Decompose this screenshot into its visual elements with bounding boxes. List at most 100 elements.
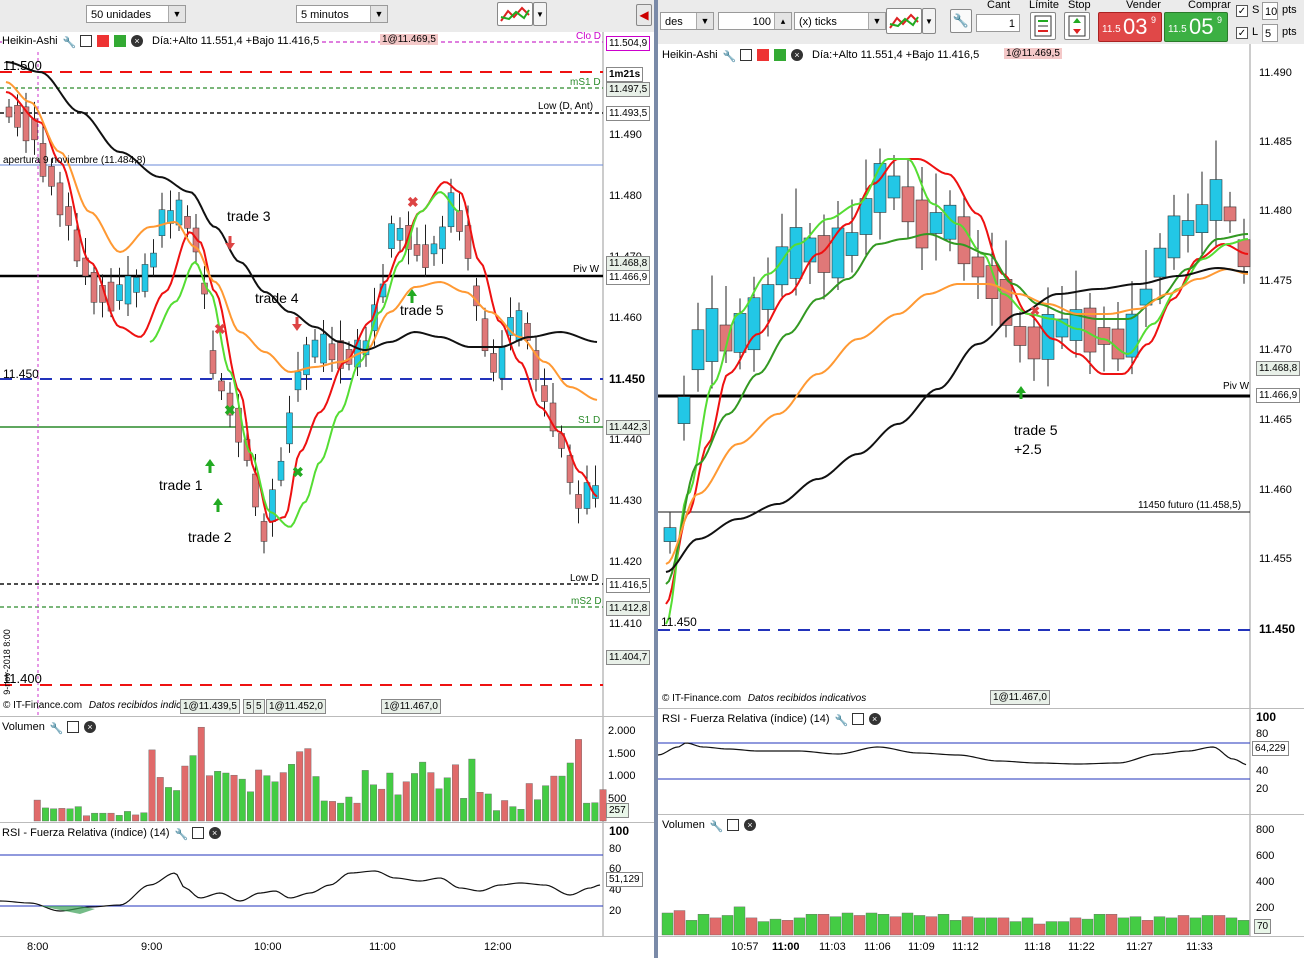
flag-icon[interactable] bbox=[756, 49, 769, 62]
volume-bar bbox=[542, 785, 550, 822]
price-tick: 11.485 bbox=[1259, 136, 1292, 148]
left-toolbar: 50 unidades ▼ 5 minutos ▼ ▼ ◀ bbox=[0, 0, 654, 33]
left-price-chart[interactable]: ✖ ✖ ✖ ✖ bbox=[0, 32, 654, 716]
volume-bar bbox=[361, 770, 369, 822]
maximize-icon[interactable] bbox=[726, 819, 739, 832]
right-volume-panel[interactable]: Volumen 🔧 × 800 600 400 200 70 bbox=[658, 814, 1304, 937]
maximize-icon[interactable] bbox=[66, 721, 79, 734]
maximize-icon[interactable] bbox=[191, 827, 204, 840]
wrench-icon[interactable]: 🔧 bbox=[722, 49, 737, 64]
spinner-icon[interactable]: ▴ bbox=[774, 13, 791, 29]
left-main-chart[interactable]: ✖ ✖ ✖ ✖ Heikin-Ashi 🔧 × Día:+Alto 11.551,4 … bbox=[0, 32, 654, 716]
close-icon[interactable]: × bbox=[744, 819, 756, 832]
chevron-down-icon[interactable]: ▼ bbox=[868, 13, 885, 29]
chevron-down-icon[interactable]: ▼ bbox=[168, 6, 185, 22]
chevron-down-icon[interactable]: ▼ bbox=[370, 6, 387, 22]
s-input[interactable]: 10 bbox=[1262, 2, 1278, 20]
order-tag[interactable]: 1@11.439,5 bbox=[180, 699, 240, 714]
trade-5-label: trade 5 bbox=[400, 302, 444, 318]
close-icon[interactable]: × bbox=[208, 827, 221, 840]
vender-label: Vender bbox=[1126, 0, 1161, 11]
ticks-input[interactable]: 100 ▴ bbox=[718, 12, 792, 30]
rsi-chart bbox=[0, 823, 604, 937]
volume-bar bbox=[263, 775, 271, 822]
order-tag[interactable]: 1@11.467,0 bbox=[990, 690, 1050, 705]
quantity-select[interactable]: des ▼ bbox=[660, 12, 714, 30]
l-checkbox[interactable]: ✓ bbox=[1236, 27, 1248, 39]
left-rsi-panel[interactable]: RSI - Fuerza Relativa (índice) (14) 🔧 × … bbox=[0, 822, 654, 937]
volume-bar bbox=[279, 772, 287, 822]
price-tick: 11.455 bbox=[1259, 553, 1292, 565]
quantity-select[interactable]: 50 unidades ▼ bbox=[86, 5, 186, 23]
candle bbox=[803, 237, 817, 263]
volume-bar bbox=[793, 917, 806, 936]
flag-icon[interactable] bbox=[773, 49, 786, 62]
chart-type-dropdown[interactable]: ▼ bbox=[533, 2, 547, 26]
wrench-icon[interactable]: 🔧 bbox=[62, 35, 77, 50]
cant-input[interactable]: 1 bbox=[976, 14, 1020, 32]
interval-select[interactable]: 5 minutos ▼ bbox=[296, 5, 388, 23]
time-tick: 11:09 bbox=[908, 941, 935, 953]
candle bbox=[498, 346, 506, 379]
flag-icon[interactable] bbox=[113, 35, 126, 48]
flag-icon[interactable] bbox=[96, 35, 109, 48]
timer-badge: 1m21s bbox=[606, 67, 644, 82]
candle bbox=[269, 489, 276, 522]
wrench-icon[interactable]: 🔧 bbox=[834, 713, 849, 728]
left-volume-panel[interactable]: Volumen 🔧 × 2.000 1.500 1.000 500 257 bbox=[0, 716, 654, 823]
volume-bar bbox=[829, 916, 842, 936]
right-main-chart[interactable]: ✖ Heikin-Ashi 🔧 × Día:+Alto 11.551,4 +Ba… bbox=[658, 44, 1304, 708]
limit-order-button[interactable] bbox=[1030, 12, 1056, 40]
l-input[interactable]: 5 bbox=[1262, 24, 1278, 42]
scroll-left-button[interactable]: ◀ bbox=[636, 4, 652, 26]
close-icon[interactable]: × bbox=[84, 721, 96, 734]
stop-order-button[interactable] bbox=[1064, 12, 1090, 40]
volume-bar bbox=[50, 808, 58, 822]
wrench-icon[interactable]: 🔧 bbox=[709, 819, 724, 834]
volume-tick: 800 bbox=[1256, 824, 1275, 836]
buy-button[interactable]: 11.5 05 9 bbox=[1164, 12, 1228, 42]
candle bbox=[575, 494, 582, 509]
maximize-icon[interactable] bbox=[851, 713, 864, 726]
candle bbox=[65, 206, 72, 226]
close-icon[interactable]: × bbox=[868, 713, 881, 726]
window-divider[interactable] bbox=[654, 0, 658, 958]
right-rsi-panel[interactable]: RSI - Fuerza Relativa (índice) (14) 🔧 × … bbox=[658, 708, 1304, 815]
volume-bar bbox=[757, 921, 770, 936]
left-chart-header: Heikin-Ashi 🔧 × Día:+Alto 11.551,4 +Bajo… bbox=[2, 33, 320, 50]
maximize-icon[interactable] bbox=[79, 35, 92, 48]
volume-bar bbox=[115, 815, 123, 822]
chart-type-dropdown[interactable]: ▼ bbox=[922, 8, 936, 34]
volume-bar bbox=[550, 775, 558, 822]
right-price-chart[interactable]: ✖ bbox=[658, 44, 1304, 708]
wrench-icon[interactable]: 🔧 bbox=[49, 721, 64, 736]
order-tag[interactable]: 1@11.467,0 bbox=[381, 699, 441, 714]
rsi-tick: 40 bbox=[609, 884, 622, 896]
order-tag[interactable]: 1@11.469,5 bbox=[1004, 48, 1062, 59]
order-tag[interactable]: 1@11.452,0 bbox=[266, 699, 326, 714]
close-icon[interactable]: × bbox=[130, 35, 143, 48]
candle bbox=[663, 527, 677, 542]
candle bbox=[388, 223, 395, 249]
sell-button[interactable]: 11.5 03 9 bbox=[1098, 12, 1162, 42]
order-tag[interactable]: 1@11.469,5 bbox=[380, 34, 438, 45]
volume-bar bbox=[337, 802, 345, 822]
candle bbox=[1013, 326, 1027, 346]
order-tag[interactable]: 5 bbox=[253, 699, 265, 714]
s-checkbox[interactable]: ✓ bbox=[1236, 5, 1248, 17]
volume-bar bbox=[312, 776, 320, 822]
candle bbox=[277, 460, 285, 481]
chevron-down-icon[interactable]: ▼ bbox=[696, 13, 713, 29]
time-tick: 11:27 bbox=[1126, 941, 1153, 953]
settings-button[interactable]: 🔧 bbox=[950, 9, 972, 33]
time-tick: 11:00 bbox=[772, 941, 800, 953]
chart-type-button[interactable] bbox=[886, 8, 922, 34]
candle bbox=[184, 216, 191, 229]
close-icon[interactable]: × bbox=[790, 49, 803, 62]
wrench-icon[interactable]: 🔧 bbox=[174, 827, 189, 842]
rsi-chart bbox=[658, 709, 1251, 815]
buy-arrow-icon bbox=[407, 289, 417, 296]
ticks-select[interactable]: (x) ticks ▼ bbox=[794, 12, 886, 30]
maximize-icon[interactable] bbox=[739, 49, 752, 62]
chart-type-button[interactable] bbox=[497, 2, 533, 26]
